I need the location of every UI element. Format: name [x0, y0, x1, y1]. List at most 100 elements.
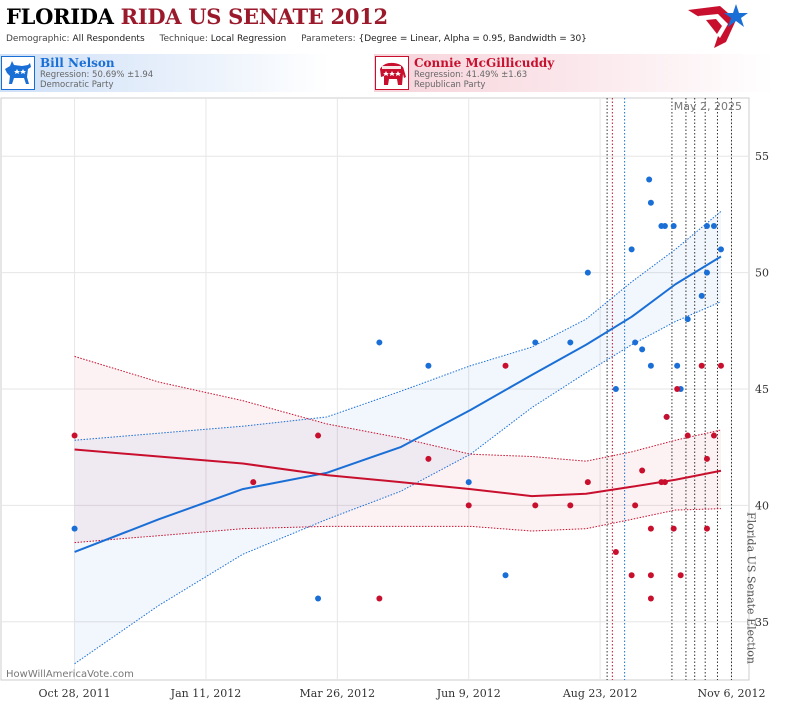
- poll-point: [677, 572, 684, 579]
- poll-point: [628, 246, 635, 253]
- poll-point: [710, 223, 717, 230]
- poll-point: [425, 362, 432, 369]
- republican-elephant-icon: [375, 56, 409, 90]
- candidate-rep: Connie McGillicuddy Regression: 41.49% ±…: [374, 54, 774, 92]
- poll-point: [703, 223, 710, 230]
- poll-point: [647, 199, 654, 206]
- header: FLORIDA RIDA US SENATE 2012 Demographic:…: [0, 0, 789, 50]
- candidate-regression: Regression: 50.69% ±1.94: [40, 70, 154, 80]
- poll-point: [674, 362, 681, 369]
- poll-point: [376, 595, 383, 602]
- parameters-value: {Degree = Linear, Alpha = 0.95, Bandwidt…: [358, 34, 587, 44]
- parameters-label: Parameters:: [301, 34, 356, 44]
- y-tick-label: 35: [755, 616, 769, 629]
- poll-point: [647, 525, 654, 532]
- event-lines: [606, 98, 732, 680]
- poll-point: [703, 525, 710, 532]
- x-tick-label: Oct 28, 2011: [39, 687, 111, 700]
- poll-point: [425, 455, 432, 462]
- poll-point: [584, 269, 591, 276]
- technique-value: Local Regression: [210, 34, 287, 44]
- poll-points: [71, 176, 724, 602]
- x-tick-label: Mar 26, 2012: [300, 687, 376, 700]
- demographic-label: Demographic:: [6, 34, 70, 44]
- regression-line: [74, 255, 722, 553]
- poll-chart: 35 40 45 50 55 Oct 28, 2011 Jan 11, 2012 Mar 2…: [0, 97, 769, 700]
- title-state: FLORIDA: [6, 4, 114, 29]
- poll-point: [532, 502, 539, 509]
- y-tick-label: 55: [755, 150, 769, 163]
- poll-point: [71, 525, 78, 532]
- poll-point: [71, 432, 78, 439]
- site-logo-icon[interactable]: [686, 2, 750, 50]
- candidate-dem: Bill Nelson Regression: 50.69% ±1.94 Dem…: [0, 54, 330, 92]
- poll-point: [663, 413, 670, 420]
- poll-point: [632, 339, 639, 346]
- poll-point: [717, 362, 724, 369]
- poll-point: [632, 502, 639, 509]
- poll-point: [698, 292, 705, 299]
- technique-label: Technique:: [159, 34, 208, 44]
- x-tick-label: Aug 23, 2012: [562, 687, 638, 700]
- poll-point: [684, 316, 691, 323]
- candidate-regression: Regression: 41.49% ±1.63: [414, 70, 528, 80]
- democrat-donkey-icon: [1, 56, 35, 90]
- poll-point: [639, 346, 646, 353]
- date-annotation: May 2, 2025: [674, 100, 742, 113]
- poll-point: [639, 467, 646, 474]
- x-axis: Oct 28, 2011 Jan 11, 2012 Mar 26, 2012 Jun …: [39, 687, 766, 700]
- demographic-value: All Respondents: [72, 34, 145, 44]
- poll-point: [502, 572, 509, 579]
- regression-line: [74, 448, 722, 498]
- page-title: FLORIDA RIDA US SENATE 2012: [6, 4, 388, 29]
- confidence-bounds: [74, 210, 722, 665]
- poll-point: [628, 572, 635, 579]
- poll-point: [532, 339, 539, 346]
- poll-point: [584, 479, 591, 486]
- lower-bound-line: [74, 301, 722, 665]
- candidate-party: Democratic Party: [40, 80, 114, 90]
- poll-point: [567, 502, 574, 509]
- poll-point: [567, 339, 574, 346]
- y-axis: 35 40 45 50 55: [755, 150, 769, 629]
- poll-point: [612, 548, 619, 555]
- x-tick-label: Jun 9, 2012: [436, 687, 501, 700]
- poll-point: [315, 595, 322, 602]
- y-tick-label: 50: [755, 267, 769, 280]
- poll-point: [703, 455, 710, 462]
- poll-point: [670, 525, 677, 532]
- poll-point: [646, 176, 653, 183]
- regression-lines: [74, 255, 722, 553]
- upper-bound-line: [74, 210, 722, 441]
- poll-point: [647, 362, 654, 369]
- poll-point: [703, 269, 710, 276]
- x-tick-label: Jan 11, 2012: [170, 687, 242, 700]
- poll-point: [647, 572, 654, 579]
- poll-point: [502, 362, 509, 369]
- poll-point: [717, 246, 724, 253]
- lower-bound-line: [74, 508, 721, 544]
- watermark: HowWillAmericaVote.com: [6, 669, 134, 680]
- poll-point: [684, 432, 691, 439]
- poll-point: [661, 479, 668, 486]
- title-race: RIDA US SENATE 2012: [120, 4, 388, 29]
- upper-bound-line: [74, 355, 722, 462]
- poll-point: [710, 432, 717, 439]
- candidate-name: Connie McGillicuddy: [414, 56, 555, 70]
- parameters-line: Demographic: All Respondents Technique: …: [6, 34, 587, 44]
- poll-point: [465, 502, 472, 509]
- grid: [1, 98, 749, 680]
- poll-point: [465, 479, 472, 486]
- confidence-band: [74, 356, 721, 543]
- poll-point: [670, 223, 677, 230]
- poll-point: [376, 339, 383, 346]
- poll-point: [647, 595, 654, 602]
- y-tick-label: 45: [755, 383, 769, 396]
- election-label: Florida US Senate Election: [744, 512, 757, 664]
- y-tick-label: 40: [755, 499, 769, 512]
- poll-point: [674, 386, 681, 392]
- candidate-party: Republican Party: [414, 80, 486, 90]
- x-tick-label: Nov 6, 2012: [698, 687, 766, 700]
- poll-point: [612, 386, 619, 392]
- poll-point: [661, 223, 668, 230]
